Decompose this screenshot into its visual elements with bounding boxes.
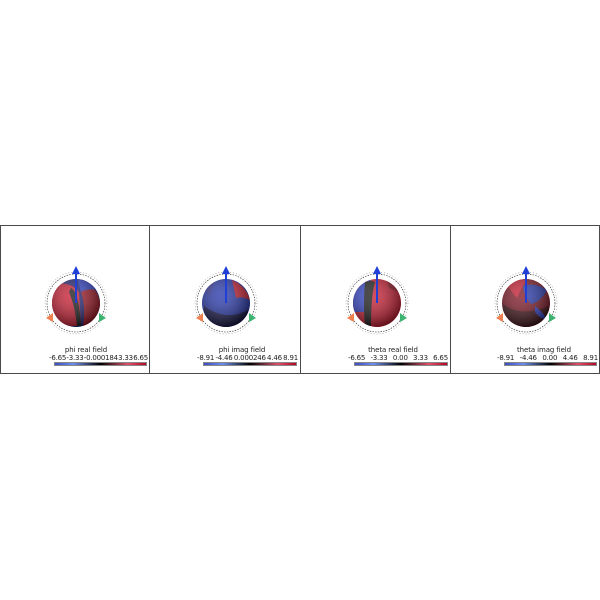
panel-phi-imag[interactable]: phi imag field -8.91 -4.46 0.000246 4.46…	[149, 225, 301, 374]
tick-label: -8.91	[497, 354, 515, 362]
sphere-scene	[494, 266, 558, 335]
panel-phi-real[interactable]: phi real field -6.65 -3.33 -0.000184 3.3…	[0, 225, 150, 374]
arrow-up-icon	[373, 266, 381, 274]
colorbar-title: phi real field	[64, 346, 108, 354]
colorbar-title: phi imag field	[218, 346, 266, 354]
tick-label: -6.65	[348, 354, 366, 362]
cone-left-icon	[196, 313, 203, 322]
tick-label: 6.65	[133, 354, 148, 362]
panel-theta-imag[interactable]: theta imag field -8.91 -4.46 0.00 4.46 8…	[450, 225, 600, 374]
arrow-up-icon	[522, 266, 530, 274]
tick-label: -4.46	[519, 354, 537, 362]
tick-label: 0.000246	[233, 354, 266, 362]
tick-label: -6.65	[49, 354, 67, 362]
cone-right-icon	[249, 313, 256, 322]
cone-left-icon	[496, 313, 503, 322]
colorbar-title: theta imag field	[517, 346, 571, 354]
colorbar-title: theta real field	[368, 346, 418, 354]
sphere-scene	[44, 266, 108, 335]
colorbar	[504, 362, 597, 366]
tick-label: -3.33	[66, 354, 84, 362]
cone-left-icon	[46, 313, 53, 322]
colorbar-ticks: -6.65 -3.33 -0.000184 3.33 6.65	[49, 354, 148, 362]
tick-label: 3.33	[118, 354, 133, 362]
colorbar-ticks: -8.91 -4.46 0.00 4.46 8.91	[497, 354, 598, 362]
colorbar-ticks: -8.91 -4.46 0.000246 4.46 8.91	[197, 354, 298, 362]
colorbar	[354, 362, 448, 366]
cone-left-icon	[347, 313, 354, 322]
tick-label: 6.65	[433, 354, 448, 362]
panel-theta-real[interactable]: theta real field -6.65 -3.33 0.00 3.33 6…	[300, 225, 451, 374]
tick-label: 4.46	[562, 354, 578, 362]
arrow-up-icon	[72, 266, 80, 274]
tick-label: 0.00	[392, 354, 408, 362]
tick-label: 3.33	[413, 354, 428, 362]
sphere-scene	[194, 266, 258, 335]
viewport-strip: phi real field -6.65 -3.33 -0.000184 3.3…	[0, 225, 600, 376]
cone-right-icon	[99, 313, 106, 322]
tick-label: -4.46	[215, 354, 233, 362]
colorbar-ticks: -6.65 -3.33 0.00 3.33 6.65	[348, 354, 448, 362]
tick-label: 4.46	[267, 354, 282, 362]
tick-label: 8.91	[583, 354, 598, 362]
cone-right-icon	[549, 313, 556, 322]
cone-right-icon	[400, 313, 407, 322]
tick-label: 0.00	[542, 354, 558, 362]
sphere-scene	[345, 266, 409, 335]
tick-label: -8.91	[197, 354, 215, 362]
tick-label: 8.91	[283, 354, 298, 362]
tick-label: -3.33	[370, 354, 388, 362]
arrow-up-icon	[222, 266, 230, 274]
tick-label: -0.000184	[83, 354, 118, 362]
colorbar	[54, 362, 147, 366]
colorbar	[203, 362, 297, 366]
